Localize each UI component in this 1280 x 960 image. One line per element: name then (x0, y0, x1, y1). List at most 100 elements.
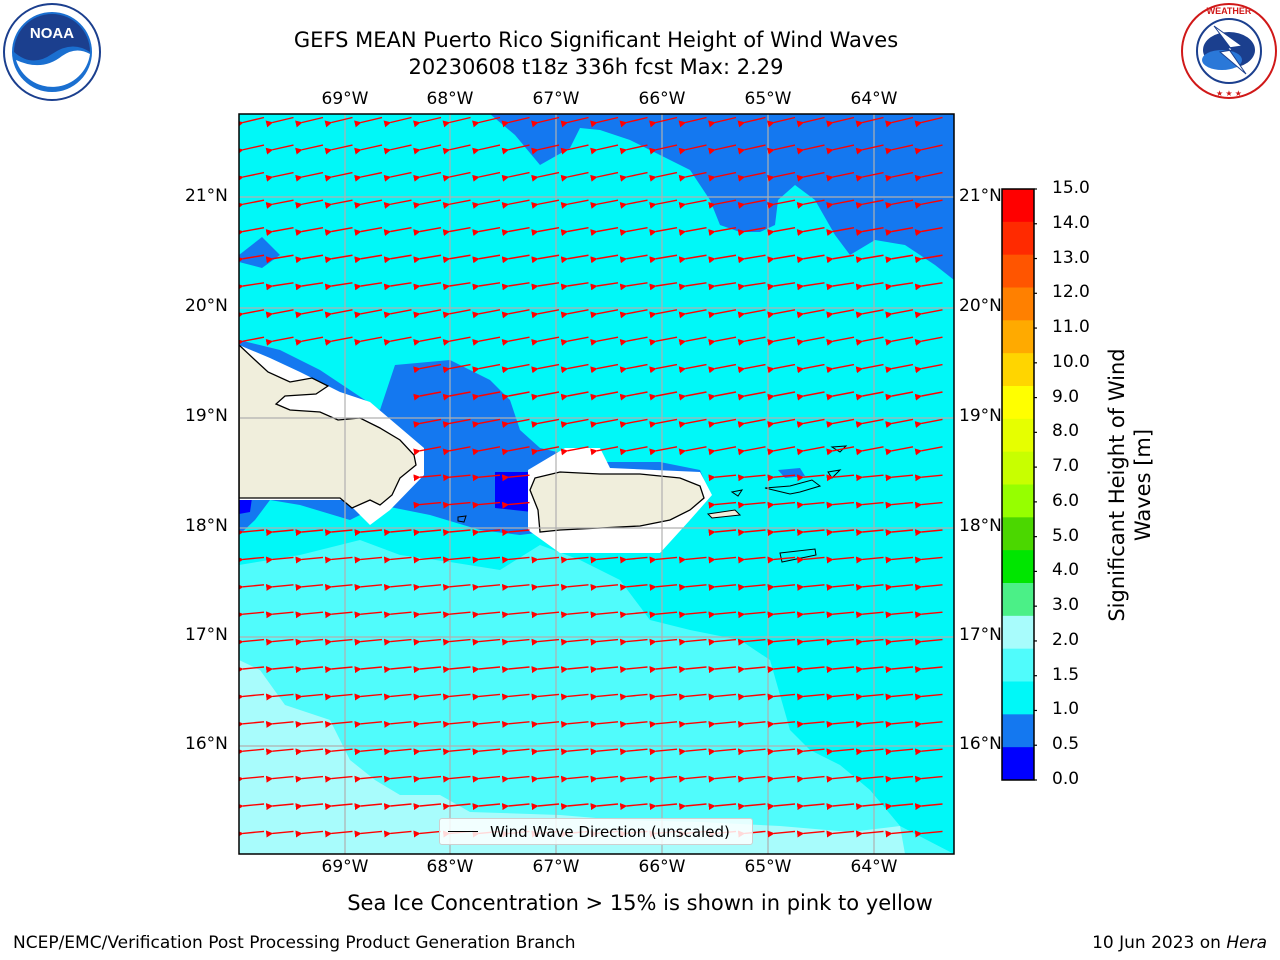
wave-direction-arrow (295, 830, 324, 838)
wave-direction-arrow (501, 583, 530, 591)
wave-direction-arrow (767, 446, 796, 456)
wave-direction-arrow (678, 748, 707, 756)
wave-direction-arrow (383, 336, 412, 346)
wave-direction-arrow (826, 748, 855, 756)
wave-direction-arrow (767, 748, 796, 756)
wave-direction-arrow (914, 556, 943, 564)
wave-direction-arrow (678, 611, 707, 619)
wave-direction-arrow (265, 666, 294, 674)
wave-direction-arrow (472, 336, 501, 346)
wave-direction-arrow (324, 720, 353, 728)
wave-direction-arrow (501, 529, 530, 537)
wave-direction-arrow (560, 803, 589, 811)
wave-direction-arrow (737, 529, 766, 537)
wave-direction-arrow (914, 583, 943, 591)
wave-direction-arrow (914, 309, 943, 319)
lat-label-right-19n: 19°N (959, 406, 1002, 426)
wave-direction-arrow (796, 336, 825, 346)
wave-direction-arrow (708, 638, 737, 646)
wave-direction-arrow (885, 748, 914, 756)
wave-direction-arrow (826, 309, 855, 319)
wave-direction-arrow (413, 116, 442, 128)
wave-direction-arrow (826, 693, 855, 701)
wave-direction-arrow (324, 336, 353, 346)
colorbar-swatch (1002, 320, 1034, 354)
wave-direction-arrow (354, 282, 383, 291)
wave-direction-arrow (885, 775, 914, 783)
colorbar-tick-label: 7.0 (1052, 456, 1080, 477)
wave-direction-arrow (737, 144, 766, 155)
wave-direction-arrow (501, 446, 530, 456)
wave-direction-arrow (472, 748, 501, 756)
wave-direction-arrow (531, 748, 560, 756)
wave-direction-arrow (501, 199, 530, 209)
colorbar-title: Significant Height of Wind Waves [m] (1104, 325, 1156, 645)
wave-direction-arrow (767, 803, 796, 811)
wave-direction-arrow (767, 693, 796, 701)
wave-direction-arrow (796, 227, 825, 237)
wave-direction-arrow (678, 418, 707, 429)
lat-label-left-16n: 16°N (185, 734, 228, 754)
wave-direction-arrow (678, 556, 707, 564)
wave-direction-arrow (826, 720, 855, 728)
wave-direction-arrow (501, 309, 530, 319)
wave-direction-arrow (914, 501, 943, 509)
lat-label-right-18n: 18°N (959, 516, 1002, 536)
wave-direction-arrow (914, 446, 943, 456)
wave-direction-arrow (678, 282, 707, 291)
wave-direction-arrow (239, 227, 265, 237)
wave-direction-arrow (324, 583, 353, 591)
wave-direction-arrow (649, 199, 678, 209)
lat-label-left-21n: 21°N (185, 186, 228, 206)
wave-direction-arrow (885, 227, 914, 237)
wave-direction-arrow (265, 583, 294, 591)
wave-direction-arrow (472, 556, 501, 564)
wave-direction-arrow (560, 391, 589, 401)
wave-direction-arrow (560, 418, 589, 429)
wave-direction-arrow (413, 775, 442, 783)
wave-direction-arrow (649, 227, 678, 237)
wave-direction-arrow (885, 556, 914, 564)
wave-direction-arrow (826, 171, 855, 182)
wave-direction-arrow (826, 254, 855, 264)
wave-direction-arrow (324, 529, 353, 537)
wave-direction-arrow (354, 638, 383, 646)
wave-direction-arrow (767, 474, 796, 482)
wave-direction-arrow (649, 803, 678, 811)
wave-direction-arrow (560, 254, 589, 264)
wave-field-0p0-0p5 (495, 472, 532, 512)
wave-direction-arrow (767, 363, 796, 374)
colorbar-title-line1: Significant Height of Wind (1105, 348, 1129, 622)
wave-direction-arrow (796, 199, 825, 209)
wave-direction-arrow (619, 803, 648, 811)
wave-direction-arrow (295, 775, 324, 783)
wave-direction-arrow (324, 638, 353, 646)
wave-direction-arrow (885, 666, 914, 674)
wave-direction-arrow (354, 611, 383, 619)
wave-direction-arrow (708, 529, 737, 537)
wave-direction-arrow (413, 282, 442, 291)
wave-direction-arrow (531, 171, 560, 182)
wave-direction-arrow (885, 803, 914, 811)
wave-direction-arrow (442, 775, 471, 783)
wave-direction-arrow (239, 775, 265, 783)
wave-direction-arrow (239, 693, 265, 701)
wave-direction-arrow (383, 583, 412, 591)
colorbar-swatch (1002, 484, 1034, 518)
wave-direction-arrow (855, 254, 884, 264)
colorbar-swatch (1002, 353, 1034, 387)
wind-wave-direction-arrows (239, 116, 943, 838)
wave-direction-arrow (855, 474, 884, 482)
wave-direction-arrow (767, 282, 796, 291)
wave-direction-arrow (265, 144, 294, 155)
wave-direction-arrow (737, 282, 766, 291)
wave-direction-arrow (914, 116, 943, 128)
wave-direction-arrow (560, 171, 589, 182)
wave-direction-arrow (265, 282, 294, 291)
wave-direction-arrow (442, 748, 471, 756)
wave-direction-arrow (324, 611, 353, 619)
wave-direction-arrow (708, 556, 737, 564)
wave-direction-arrow (767, 611, 796, 619)
wave-direction-arrow (708, 199, 737, 209)
wave-direction-arrow (442, 309, 471, 319)
